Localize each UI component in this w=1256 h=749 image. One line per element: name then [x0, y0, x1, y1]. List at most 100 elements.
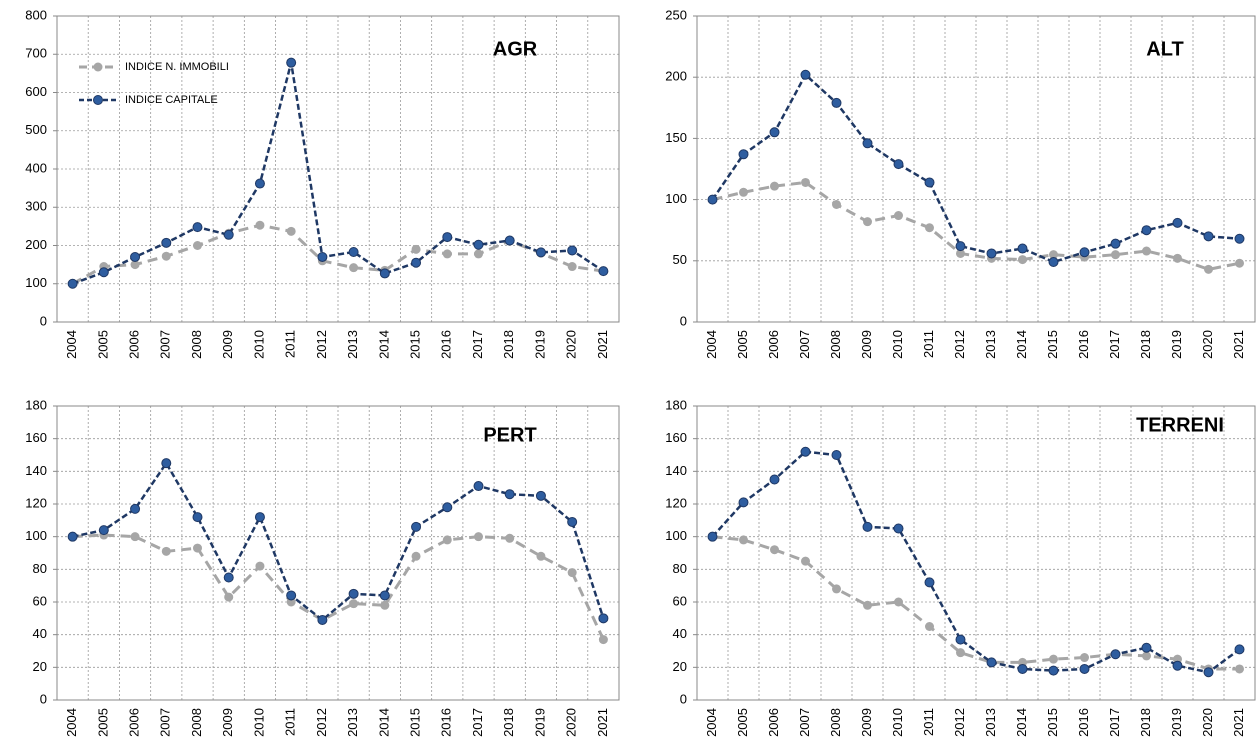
- data-point: [192, 222, 203, 233]
- data-point: [1234, 233, 1245, 244]
- x-tick-label: 2012: [952, 330, 967, 359]
- data-point: [161, 251, 171, 261]
- x-tick-label: 2018: [1138, 330, 1153, 359]
- y-tick-label: 180: [25, 397, 47, 412]
- data-point: [924, 577, 935, 588]
- series-line: [711, 72, 1240, 264]
- x-tick-label: 2015: [1045, 708, 1060, 737]
- data-point: [1141, 642, 1152, 653]
- x-tick-label: 2019: [532, 708, 547, 737]
- x-tick-label: 2005: [735, 708, 750, 737]
- x-tick-label: 2010: [251, 708, 266, 737]
- data-point: [504, 235, 515, 246]
- data-point: [801, 556, 810, 566]
- x-tick-label: 2007: [797, 330, 812, 359]
- data-point: [986, 657, 997, 668]
- data-point: [130, 260, 140, 270]
- x-tick-label: 2009: [859, 330, 874, 359]
- y-tick-label: 50: [673, 252, 687, 267]
- data-point: [474, 532, 483, 542]
- data-point: [254, 178, 265, 189]
- y-tick-label: 0: [680, 313, 687, 328]
- data-point: [925, 223, 934, 233]
- data-point: [379, 268, 390, 279]
- data-point: [348, 588, 359, 599]
- data-point: [473, 239, 484, 250]
- data-point: [801, 177, 810, 187]
- data-point: [1110, 649, 1121, 660]
- x-tick-label: 2020: [1200, 708, 1215, 737]
- data-point: [770, 545, 779, 555]
- data-point: [1048, 665, 1059, 676]
- data-point: [1049, 250, 1058, 260]
- data-point: [130, 503, 141, 514]
- x-tick-label: 2004: [64, 708, 79, 737]
- legend-label: INDICE N. IMMOBILI: [125, 61, 229, 73]
- data-point: [598, 635, 608, 645]
- data-point: [380, 600, 390, 610]
- data-point: [317, 251, 328, 262]
- x-tick-label: 2020: [564, 330, 579, 359]
- data-point: [1142, 651, 1151, 661]
- data-point: [1017, 663, 1028, 674]
- data-point: [535, 490, 546, 501]
- data-point: [1018, 255, 1027, 265]
- data-point: [925, 622, 934, 631]
- y-tick-label: 100: [665, 191, 687, 206]
- data-point: [161, 546, 171, 556]
- data-point: [348, 247, 359, 258]
- data-point: [1172, 217, 1183, 228]
- y-tick-label: 400: [25, 160, 47, 175]
- data-point: [894, 211, 903, 221]
- series-line: [72, 460, 605, 622]
- x-tick-label: 2021: [595, 708, 610, 737]
- data-point: [707, 194, 718, 205]
- x-tick-label: 2008: [189, 330, 204, 359]
- data-point: [1203, 231, 1214, 242]
- y-tick-label: 40: [673, 626, 687, 641]
- data-point: [894, 597, 903, 607]
- data-point: [379, 590, 390, 601]
- data-point: [255, 561, 265, 571]
- data-point: [862, 138, 873, 149]
- plot-border: [696, 15, 1256, 323]
- data-point: [1234, 644, 1245, 655]
- data-point: [893, 523, 904, 534]
- x-tick-label: 2021: [1231, 330, 1246, 359]
- data-point: [474, 249, 483, 259]
- data-point: [986, 248, 997, 259]
- x-tick-label: 2018: [501, 330, 516, 359]
- data-point: [738, 149, 749, 160]
- data-point: [535, 247, 546, 258]
- data-point: [598, 613, 609, 624]
- y-tick-label: 160: [665, 430, 687, 445]
- data-point: [1235, 664, 1244, 674]
- series-line: [712, 180, 1240, 271]
- y-tick-label: 800: [25, 7, 47, 22]
- y-tick-label: 160: [25, 430, 47, 445]
- x-tick-label: 2009: [859, 708, 874, 737]
- y-tick-label: 40: [33, 626, 47, 641]
- x-tick-label: 2004: [64, 330, 79, 359]
- x-tick-label: 2019: [532, 330, 547, 359]
- plot-border: [56, 405, 620, 701]
- x-tick-label: 2018: [1138, 708, 1153, 737]
- x-tick-label: 2011: [921, 708, 936, 736]
- data-point: [254, 512, 265, 523]
- data-point: [1235, 258, 1244, 268]
- y-tick-label: 100: [665, 528, 687, 543]
- x-tick-label: 2004: [704, 708, 719, 737]
- x-tick-label: 2006: [766, 330, 781, 359]
- data-point: [567, 568, 577, 578]
- data-point: [317, 614, 328, 625]
- data-point: [505, 533, 515, 543]
- x-tick-label: 2006: [126, 330, 141, 359]
- chart-title: ALT: [1146, 38, 1183, 60]
- x-tick-label: 2017: [470, 330, 485, 359]
- x-tick-label: 2010: [890, 708, 905, 737]
- x-tick-label: 2004: [704, 330, 719, 359]
- x-tick-label: 2008: [828, 330, 843, 359]
- x-tick-label: 2020: [1200, 330, 1215, 359]
- data-point: [738, 497, 749, 508]
- x-tick-label: 2012: [952, 708, 967, 737]
